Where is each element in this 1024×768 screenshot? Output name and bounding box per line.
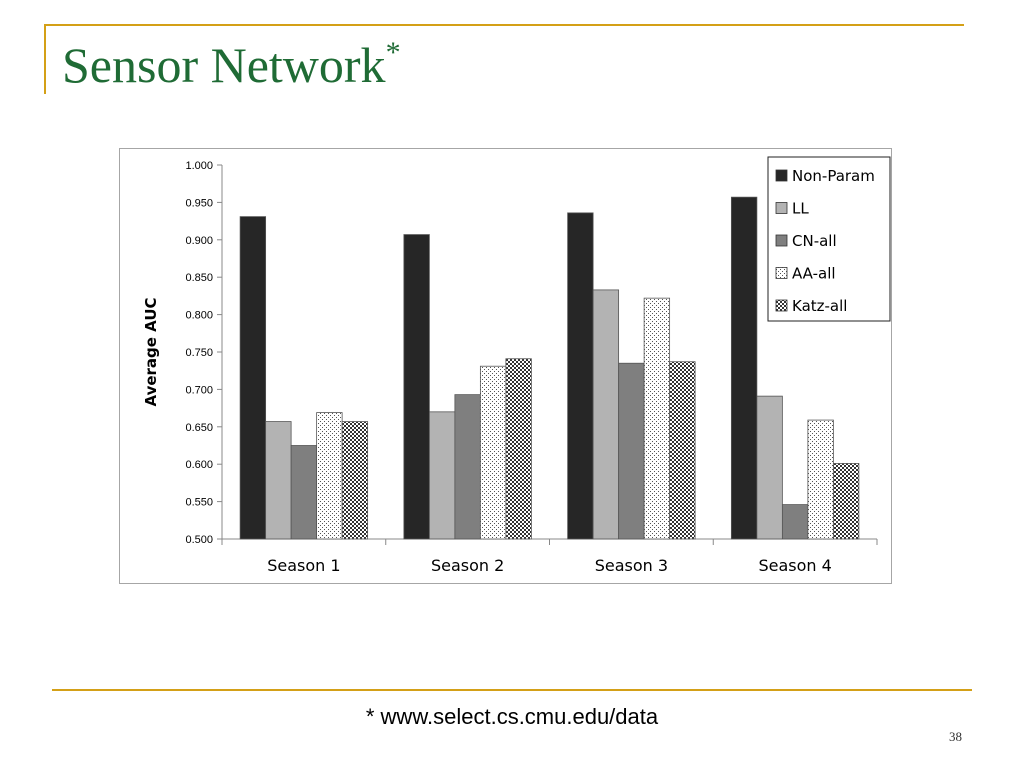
- bar: [454, 394, 481, 540]
- y-tick-label: 0.800: [185, 310, 213, 322]
- chart-frame: 0.500 0.550 0.600 0.650 0.700 0.750 0.800 0.850…: [119, 148, 892, 584]
- y-tick-label: 0.700: [185, 384, 213, 396]
- y-tick-label: 0.850: [185, 272, 213, 284]
- bar: [669, 361, 696, 540]
- y-tick-label: 0.500: [185, 534, 213, 546]
- legend-label: LL: [792, 200, 809, 218]
- bar: [403, 234, 430, 540]
- bar: [618, 362, 645, 540]
- page-number: 38: [949, 729, 962, 744]
- legend-swatch: [775, 169, 788, 182]
- bar: [832, 463, 860, 540]
- bottom-accent-rule: [52, 689, 972, 691]
- bar: [756, 395, 783, 540]
- y-tick-label: 0.900: [185, 235, 213, 247]
- side-accent-rule: [44, 24, 46, 94]
- slide-title-mark: *: [385, 36, 401, 69]
- legend: [767, 156, 891, 322]
- legend-label: CN-all: [792, 232, 837, 250]
- x-tick-label: Season 2: [431, 556, 504, 575]
- legend-label: Katz-all: [792, 297, 847, 315]
- y-tick-label: 1.000: [185, 160, 213, 172]
- bar: [479, 365, 507, 540]
- legend-swatch: [775, 299, 788, 312]
- bar: [643, 297, 671, 540]
- legend-swatch: [775, 234, 788, 247]
- legend-label: Non-Param: [792, 167, 875, 185]
- bar: [239, 216, 267, 540]
- y-tick-label: 0.550: [185, 497, 213, 509]
- bar: [341, 421, 369, 540]
- footnote: * www.select.cs.cmu.edu/data: [365, 704, 659, 729]
- bar: [505, 358, 532, 540]
- bar: [592, 289, 620, 540]
- top-accent-rule: [44, 24, 964, 26]
- x-tick-label: Season 4: [758, 556, 831, 575]
- legend-swatch: [775, 202, 788, 214]
- bar: [807, 419, 834, 540]
- y-axis-label: Average AUC: [142, 297, 160, 406]
- bar: [781, 504, 809, 540]
- bar: [265, 421, 292, 540]
- y-tick-label: 0.950: [185, 197, 213, 209]
- bar: [428, 411, 456, 540]
- bar: [730, 196, 758, 540]
- slide-title-text: Sensor Network: [62, 37, 386, 93]
- x-tick-label: Season 1: [267, 556, 340, 575]
- y-tick-label: 0.750: [185, 347, 213, 359]
- bar: [567, 212, 594, 540]
- legend-swatch: [775, 267, 788, 279]
- y-tick-label: 0.650: [185, 422, 213, 434]
- y-tick-label: 0.600: [185, 459, 213, 471]
- legend-label: AA-all: [792, 265, 836, 283]
- bar: [290, 445, 318, 540]
- bar: [316, 412, 343, 540]
- bar-chart: 0.500 0.550 0.600 0.650 0.700 0.750 0.800 0.850…: [142, 156, 891, 575]
- slide-title: Sensor Network*: [62, 36, 401, 93]
- x-tick-label: Season 3: [595, 556, 668, 575]
